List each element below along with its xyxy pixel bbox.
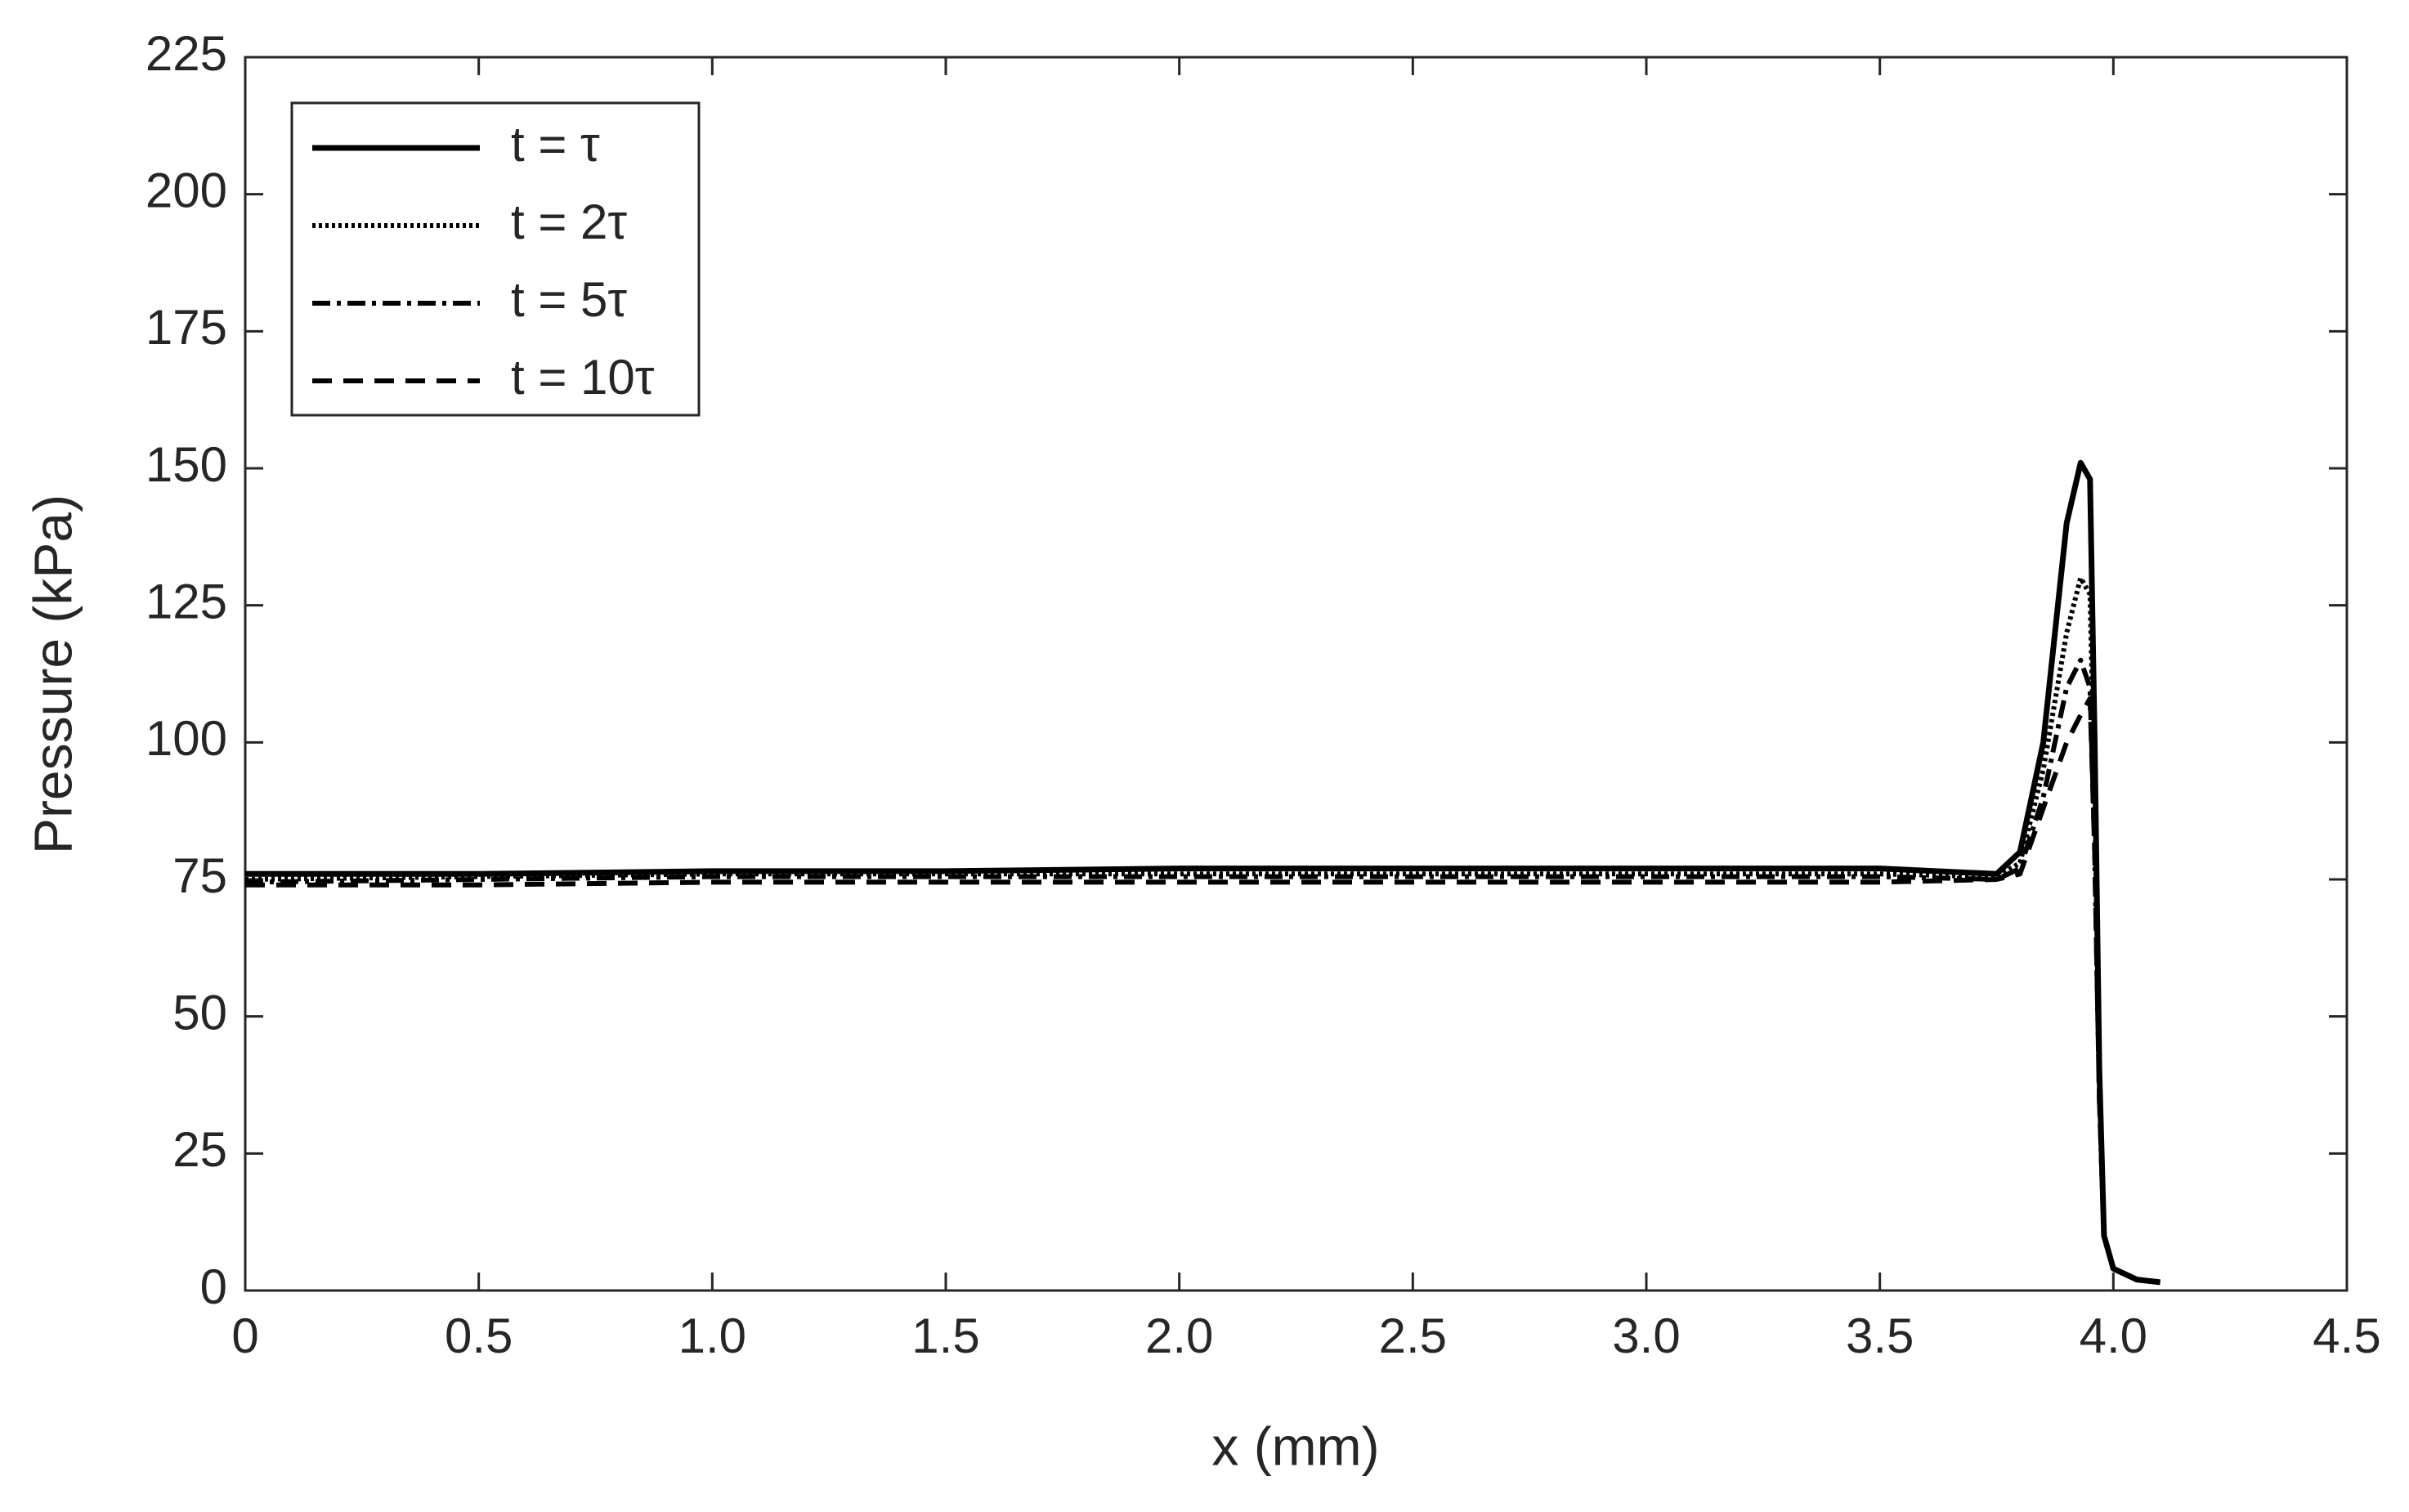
y-tick-label: 225: [146, 26, 227, 81]
x-tick-label: 2.0: [1145, 1308, 1213, 1363]
x-tick-label: 3.5: [1846, 1308, 1914, 1363]
legend-box: [290, 101, 701, 417]
axes-box: [244, 56, 2349, 1292]
data-line: [245, 696, 2160, 1285]
data-line: [244, 657, 2160, 1285]
data-line: [244, 575, 2160, 1285]
x-tick-label: 2.5: [1379, 1308, 1447, 1363]
x-tick-label: 0.5: [445, 1308, 513, 1363]
legend-label: t = 2τ: [511, 195, 627, 249]
y-tick-label: 150: [146, 437, 227, 492]
x-axis-label: x (mm): [1211, 1416, 1379, 1476]
x-tick-label: 1.5: [911, 1308, 979, 1363]
y-tick-label: 175: [146, 300, 227, 355]
x-tick-label: 3.0: [1612, 1308, 1680, 1363]
x-tick-label: 4.5: [2313, 1308, 2380, 1363]
legend-label: t = 5τ: [511, 272, 627, 327]
legend-label: t = τ: [511, 117, 600, 172]
y-tick-label: 50: [172, 986, 227, 1040]
legend: t = τ t = 2τ t = 5τ t = 10τ: [290, 101, 701, 417]
x-tick-label: 0: [231, 1308, 258, 1363]
y-tick-label: 25: [172, 1122, 227, 1177]
legend-label: t = 10τ: [511, 350, 655, 405]
y-tick-label: 100: [146, 711, 227, 766]
y-tick-label: 125: [146, 575, 227, 629]
x-tick-label: 1.0: [678, 1308, 746, 1363]
y-axis-label: Pressure (kPa): [22, 494, 83, 854]
y-tick-label: 0: [200, 1259, 227, 1314]
y-tick-label: 75: [172, 848, 227, 903]
x-tick-label: 4.0: [2080, 1308, 2147, 1363]
y-tick-label: 200: [146, 163, 227, 218]
